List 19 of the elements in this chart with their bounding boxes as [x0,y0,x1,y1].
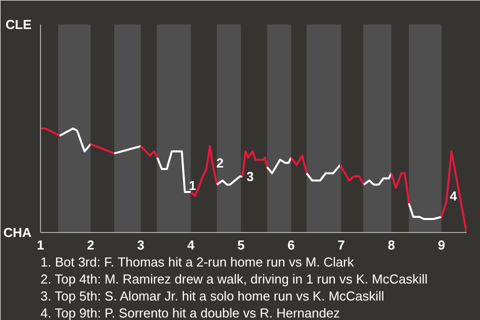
x-tick-label: 9 [438,238,446,252]
annotation: 2 [216,155,224,170]
text: 3. Top 5th: S. Alomar Jr. hit a solo home run vs K. McCaskill [40,288,384,304]
x-tick-label: 7 [338,238,345,252]
annotation: 4 [450,188,458,204]
x-tick-label: 1 [36,238,44,252]
text: 1. Bot 3rd: F. Thomas hit a 2-run home run vs M. Clark [40,254,354,270]
annotation: 1 [188,178,196,194]
x-tick-label: 4 [187,238,196,252]
annotation: 3 [246,168,254,184]
x-tick-label: 3 [137,238,144,252]
text: 4. Top 9th: P. Sorrento hit a double vs R. Hernandez [40,306,340,320]
x-tick-label: 6 [287,238,295,252]
text: 2. Top 4th: M. Ramirez drew a walk, driving in 1 run vs K. McCaskill [40,272,428,286]
x-tick-label: 5 [237,238,245,252]
x-tick-label: 2 [87,238,94,252]
text: CLE [6,17,32,32]
text: CHA [3,225,32,240]
x-tick-label: 8 [388,238,395,252]
